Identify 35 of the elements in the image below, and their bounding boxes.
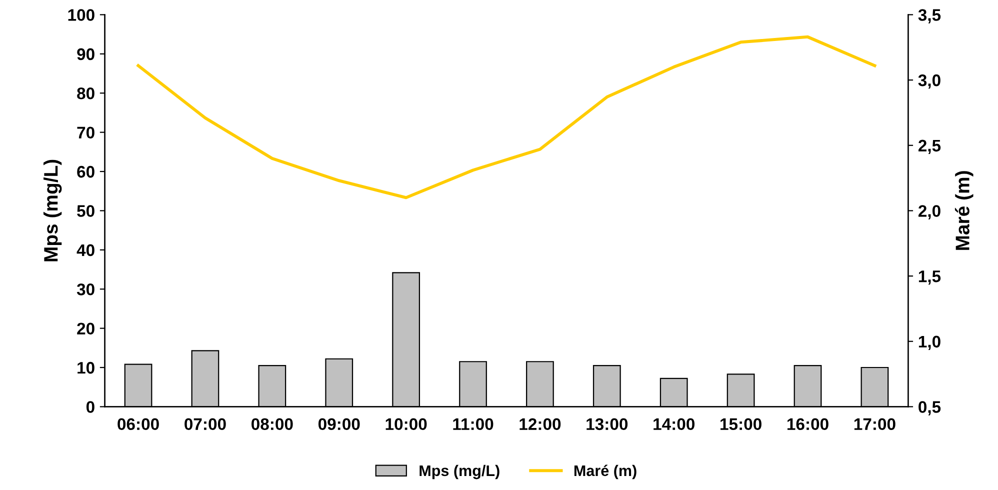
y-tick-label: 40 (76, 244, 94, 256)
legend-label: Maré (m) (574, 464, 636, 480)
y2-tick-label: 3,5 (918, 9, 941, 24)
x-tick-label: 10:00 (386, 418, 427, 430)
x-tick-label: 13:00 (586, 418, 628, 430)
y-tick-label: 20 (77, 322, 94, 335)
y2-tick-label: 0,5 (918, 401, 941, 416)
x-tick-label: 06:00 (118, 418, 159, 430)
y-tick-label: 100 (68, 9, 94, 21)
x-tick-label: 15:00 (720, 418, 762, 430)
line-series (136, 35, 876, 200)
y-axis-title: Mps (mg/L) (43, 160, 62, 262)
y-tick-label: 10 (78, 362, 94, 374)
y2-tick-label: 1,0 (918, 336, 940, 350)
x-tick-label: 17:00 (854, 418, 896, 430)
y-tick-label: 80 (77, 88, 94, 100)
x-tick-label: 12:00 (520, 418, 561, 430)
x-tick-label: 16:00 (787, 418, 828, 430)
y2-axis-title: Maré (m) (954, 171, 974, 250)
x-tick-label: 14:00 (654, 418, 694, 430)
y-tick-label: 50 (77, 205, 94, 217)
y2-tick-label: 2,5 (918, 140, 941, 154)
y-tick-label: 70 (77, 126, 94, 139)
y2-tick-label: 2,0 (918, 205, 940, 220)
y2-tick-label: 1,5 (918, 270, 941, 285)
x-tick-label: 07:00 (184, 418, 226, 430)
x-tick-label: 11:00 (453, 418, 494, 430)
y-tick-label: 0 (86, 401, 94, 413)
legend-label: Mps (mg/L) (420, 464, 500, 480)
y-tick-label: 30 (76, 284, 94, 296)
y-tick-label: 60 (77, 166, 94, 178)
y2-tick-label: 3,0 (918, 74, 940, 89)
x-tick-label: 08:00 (252, 418, 293, 430)
x-tick-label: 09:00 (318, 418, 360, 430)
y-tick-label: 90 (77, 48, 94, 60)
